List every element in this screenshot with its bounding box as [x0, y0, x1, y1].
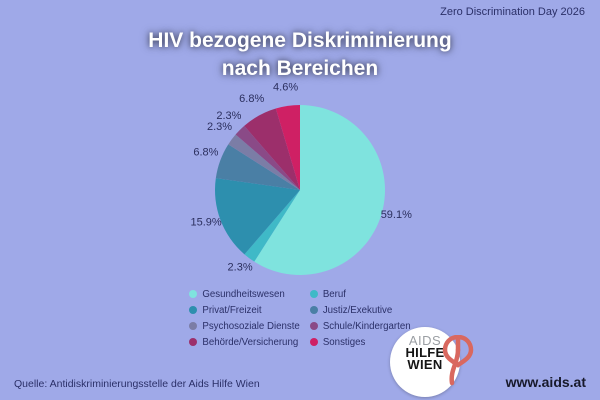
svg-text:2.3%: 2.3% — [228, 261, 253, 273]
svg-text:59.1%: 59.1% — [381, 209, 412, 221]
svg-text:2.3%: 2.3% — [216, 110, 241, 122]
svg-text:15.9%: 15.9% — [190, 216, 221, 228]
svg-text:6.8%: 6.8% — [239, 93, 264, 105]
svg-text:6.8%: 6.8% — [193, 146, 218, 158]
svg-text:2.3%: 2.3% — [207, 121, 232, 133]
svg-text:4.6%: 4.6% — [273, 82, 298, 94]
